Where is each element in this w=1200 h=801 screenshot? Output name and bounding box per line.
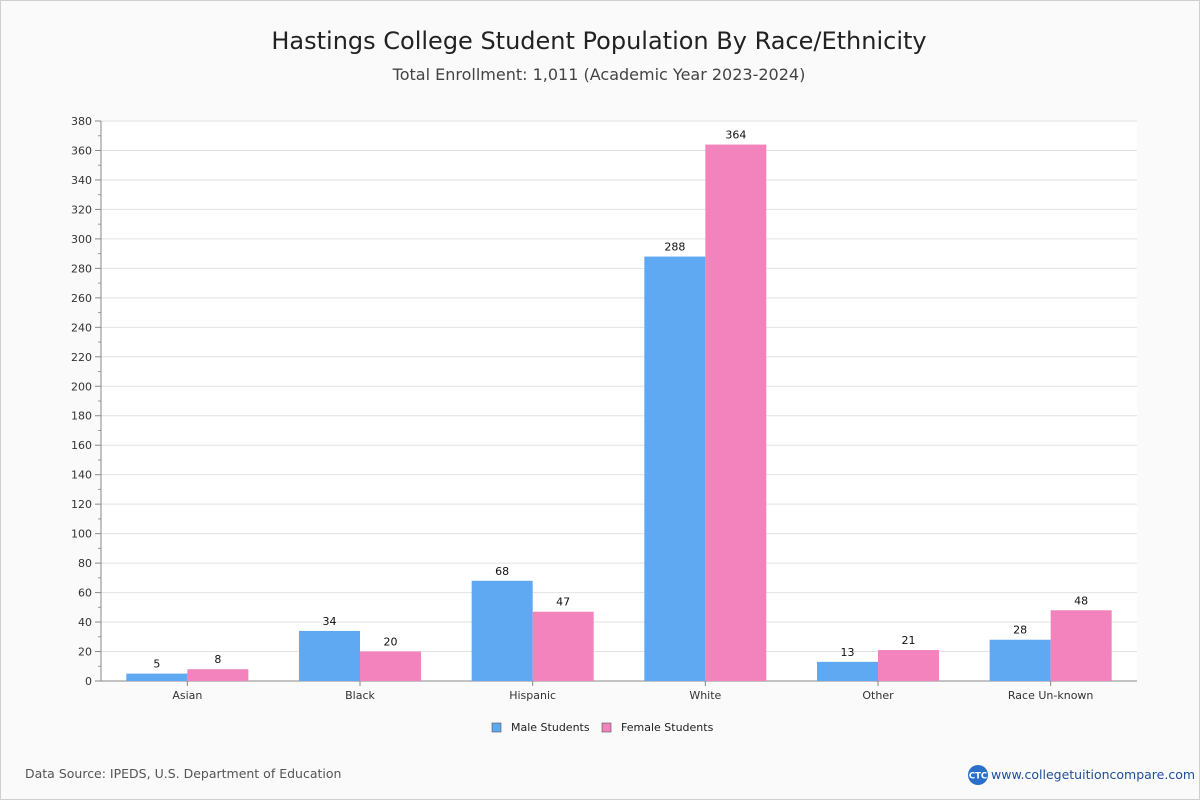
y-tick-label: 320 (71, 203, 92, 216)
y-tick-label: 160 (71, 439, 92, 452)
data-label: 47 (556, 596, 570, 609)
data-label: 68 (495, 565, 509, 578)
bar-female[interactable] (705, 144, 767, 681)
chart-subtitle: Total Enrollment: 1,011 (Academic Year 2… (392, 65, 806, 84)
bar-female[interactable] (1050, 610, 1112, 681)
data-label: 34 (323, 615, 337, 628)
y-tick-label: 0 (85, 675, 92, 688)
logo-circle (968, 765, 988, 785)
y-tick-label: 240 (71, 321, 92, 334)
y-tick-label: 40 (78, 616, 92, 629)
y-tick-label: 360 (71, 144, 92, 157)
chart-title: Hastings College Student Population By R… (271, 27, 926, 55)
y-tick-label: 80 (78, 557, 92, 570)
category-label: Hispanic (509, 689, 556, 702)
data-label: 13 (841, 646, 855, 659)
plot-background (101, 121, 1137, 681)
data-label: 288 (664, 241, 685, 254)
plot-area: 0 20 40 60 80 100 120 140 160 180 200 220 240 260 280 3… (71, 115, 1137, 702)
data-label: 364 (725, 129, 746, 142)
bar-male[interactable] (126, 673, 188, 681)
y-tick-label: 100 (71, 528, 92, 541)
bar-male[interactable] (644, 256, 706, 681)
y-tick-label: 180 (71, 410, 92, 423)
data-label: 21 (902, 634, 916, 647)
bar-male[interactable] (299, 630, 360, 681)
bar-female[interactable] (878, 650, 939, 681)
y-tick-label: 380 (71, 115, 92, 128)
bar-male[interactable] (989, 639, 1051, 681)
y-tick-label: 140 (71, 469, 92, 482)
legend-label[interactable]: Female Students (621, 721, 714, 734)
category-label: Other (862, 689, 894, 702)
data-label: 28 (1013, 624, 1027, 637)
bar-male[interactable] (471, 580, 533, 681)
bar-female[interactable] (187, 669, 249, 681)
y-tick-label: 20 (78, 646, 92, 659)
logo-text: CTC (969, 772, 987, 782)
legend-swatch (491, 722, 502, 733)
y-tick-label: 200 (71, 380, 92, 393)
y-tick-label: 60 (78, 587, 92, 600)
y-tick-label: 280 (71, 262, 92, 275)
category-label: Black (345, 689, 375, 702)
bar-female[interactable] (532, 611, 594, 681)
data-source: Data Source: IPEDS, U.S. Department of E… (25, 766, 341, 781)
website-link[interactable]: www.collegetuitioncompare.com (991, 767, 1195, 782)
legend-label[interactable]: Male Students (511, 721, 590, 734)
y-tick-label: 120 (71, 498, 92, 511)
category-label: White (689, 689, 721, 702)
data-label: 20 (384, 636, 398, 649)
brand-logo[interactable]: CTC (968, 765, 988, 785)
bar-male[interactable] (817, 661, 878, 681)
y-tick-label: 340 (71, 174, 92, 187)
y-tick-label: 300 (71, 233, 92, 246)
data-label: 5 (153, 658, 160, 671)
y-tick-label: 260 (71, 292, 92, 305)
category-label: Race Un-known (1008, 689, 1094, 702)
bar-female[interactable] (360, 651, 421, 681)
y-tick-label: 220 (71, 351, 92, 364)
legend-swatch (601, 722, 612, 733)
category-label: Asian (172, 689, 202, 702)
data-label: 8 (214, 653, 221, 666)
data-label: 48 (1074, 594, 1088, 607)
legend: Male Students Female Students (491, 721, 714, 734)
